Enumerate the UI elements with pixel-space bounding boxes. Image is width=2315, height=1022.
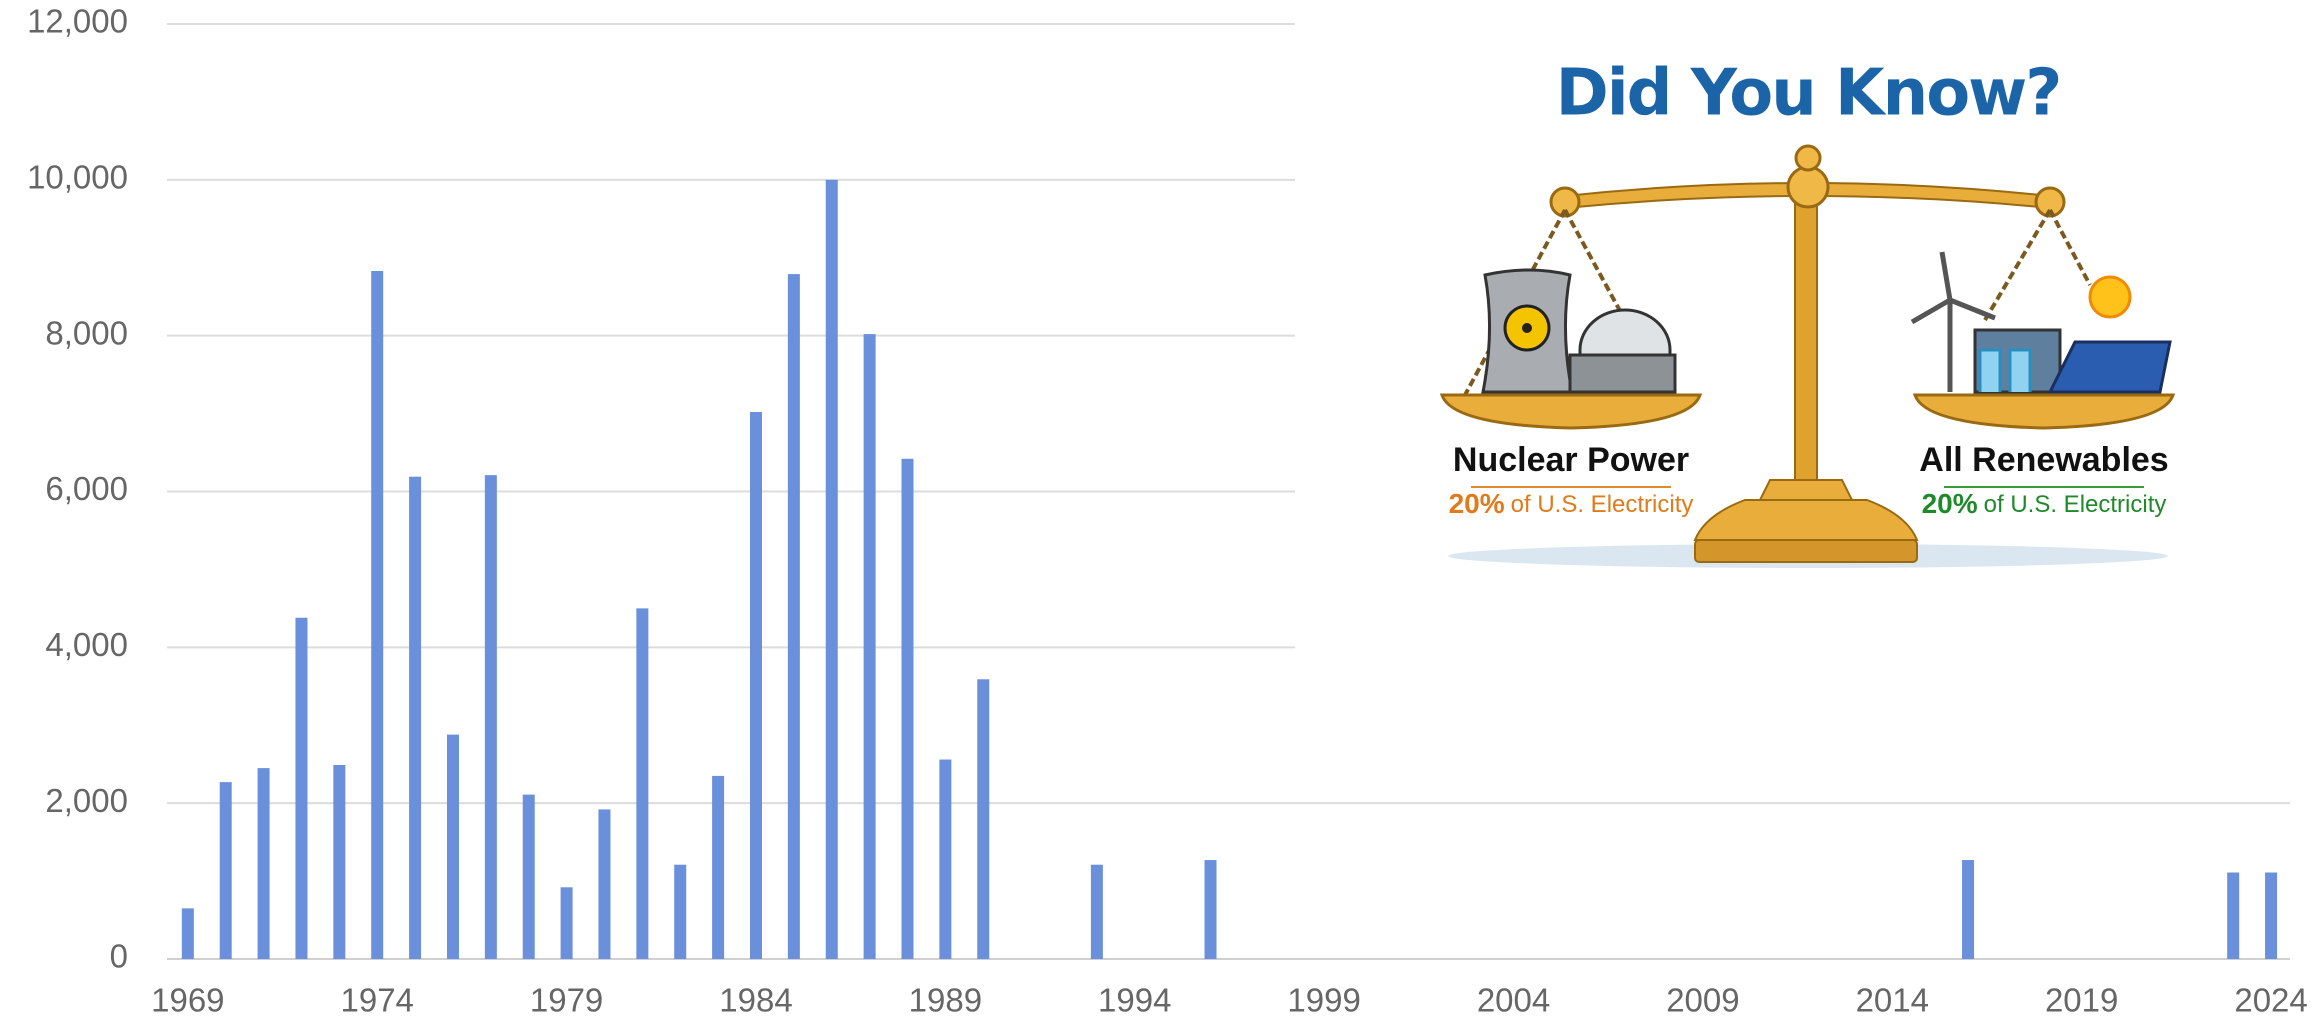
right-label: All Renewables [1919,441,2168,479]
x-tick-label: 1979 [530,982,603,1019]
pole [1794,179,1818,481]
base-top [1758,479,1854,501]
x-tick-label: 2019 [2045,982,2118,1019]
bar [1090,864,1103,959]
note: of U.S. Electricity [1984,491,2167,518]
bar [598,809,611,959]
y-tick-label: 6,000 [45,470,128,507]
left-pan [1439,393,1703,430]
x-tick-label: 1969 [151,982,224,1019]
chain [1983,208,2092,322]
bar [2227,872,2240,959]
left-label: Nuclear Power [1453,441,1689,479]
bar [219,782,232,959]
y-tick-label: 12,000 [27,3,128,40]
y-tick-label: 0 [110,938,128,975]
water [1978,348,2032,392]
bar [787,274,800,959]
base [1693,499,1919,541]
base-foot [1694,539,1918,563]
bar [901,458,914,959]
infographic: Did You Know? Nuclear Power 20% o [1295,0,2295,785]
note: of U.S. Electricity [1511,491,1694,518]
bar [636,608,649,959]
bar [674,864,687,959]
sun [2088,275,2132,319]
x-tick-label: 1999 [1287,982,1360,1019]
bar [825,179,838,960]
beam-end [2034,186,2066,218]
share: 20% [1449,488,1505,519]
x-tick-label: 2014 [1856,982,1929,1019]
beam-end [1549,186,1581,218]
pivot [1786,165,1830,209]
bar [1204,860,1217,959]
bar [1962,860,1975,959]
bar [522,794,535,959]
bar [371,270,384,959]
x-tick-label: 1994 [1098,982,1171,1019]
right-pan [1912,393,2176,430]
turbine-blades [1910,251,1996,325]
x-tick-label: 1984 [719,982,792,1019]
share: 20% [1922,488,1978,519]
left-share: 20% of U.S. Electricity [1449,488,1694,519]
plot: 0 2,000 4,000 6,000 8,000 10,000 12,000 1969 197… [27,3,2308,1019]
right-share: 20% of U.S. Electricity [1922,488,2167,519]
bar [409,476,422,959]
bar [939,759,952,959]
bar [484,475,497,959]
finial [1794,144,1822,172]
bar [2265,872,2278,959]
infographic-title: Did You Know? [1556,57,2061,131]
x-tick-label: 1974 [341,982,414,1019]
radiation-core [1522,323,1532,333]
bar [977,679,990,959]
y-tick-label: 4,000 [45,626,128,663]
reactor-building [1568,353,1677,394]
chain [1463,209,1627,396]
bar [863,334,876,959]
bar [181,908,194,959]
y-tick-label: 10,000 [27,159,128,196]
bar [333,764,346,959]
bar [446,734,459,959]
x-tick-label: 2024 [2234,982,2307,1019]
solar-panel [2047,340,2172,394]
y-tick-label: 8,000 [45,314,128,351]
bar [560,887,573,959]
bar [749,412,762,959]
y-tick-label: 2,000 [45,782,128,819]
x-tick-label: 2009 [1666,982,1739,1019]
x-tick-label: 1989 [909,982,982,1019]
x-tick-label: 2004 [1477,982,1550,1019]
bar [712,775,725,959]
bar [295,617,308,959]
bar [257,768,270,959]
